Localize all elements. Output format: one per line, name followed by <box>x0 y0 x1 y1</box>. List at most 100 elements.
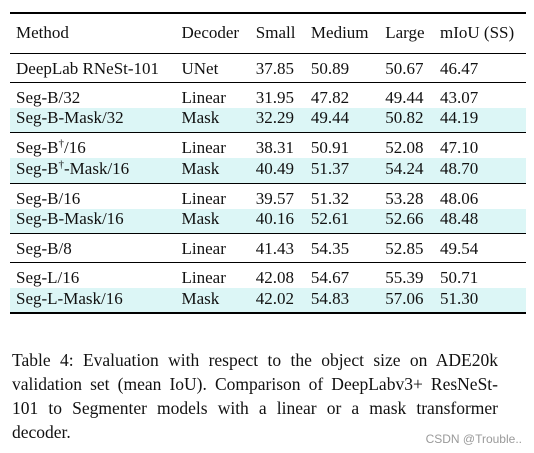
cell-method: Seg-B†-Mask/16 <box>10 158 176 183</box>
cell-method: Seg-L-Mask/16 <box>10 288 176 313</box>
header-medium: Medium <box>310 23 369 43</box>
cell-decoder: Linear <box>181 268 226 287</box>
method-suffix: /16 <box>64 138 86 157</box>
method-name: Seg-B/8 <box>16 239 72 258</box>
cell-miou: 43.07 <box>440 87 479 107</box>
table-row: Seg-B/8 Linear 41.43 54.35 52.85 49.54 <box>10 234 526 263</box>
header-method: Method <box>16 23 69 43</box>
cell-decoder: Mask <box>181 288 220 308</box>
cell-miou: 50.71 <box>440 268 479 287</box>
cell-medium: 50.91 <box>310 138 350 157</box>
cell-large: 53.28 <box>385 188 424 208</box>
method-name: Seg-B <box>16 138 59 157</box>
table-group: Seg-B/16 Linear 39.57 51.32 53.28 48.06 Seg-B-… <box>10 183 526 234</box>
header-small: Small <box>255 23 296 43</box>
table-row: Seg-L-Mask/16 Mask 42.02 54.83 57.06 51.30 <box>10 288 526 313</box>
cell-medium: 51.32 <box>310 188 350 208</box>
cell-medium: 54.67 <box>310 268 350 287</box>
table-group: DeepLab RNeSt-101 UNet 37.85 50.89 50.67 46.4… <box>10 53 526 82</box>
cell-small: 39.57 <box>255 188 295 208</box>
header-large: Large <box>385 23 425 43</box>
cell-decoder: Mask <box>181 209 220 229</box>
cell-method: Seg-B/8 <box>10 234 176 263</box>
cell-decoder: Linear <box>181 239 226 258</box>
results-table-container: Method Decoder Small Medium Large mIoU (… <box>10 12 526 314</box>
cell-method: Seg-B/32 <box>10 82 176 108</box>
table-row: Seg-B†/16 Linear 38.31 50.91 52.08 47.10 <box>10 133 526 159</box>
table-row: DeepLab RNeSt-101 UNet 37.85 50.89 50.67 46.4… <box>10 53 526 82</box>
cell-medium: 50.89 <box>310 58 350 78</box>
cell-decoder: Linear <box>181 138 226 157</box>
cell-medium: 47.82 <box>310 87 350 107</box>
table-caption: Table 4: Evaluation with respect to the … <box>12 350 498 442</box>
cell-small: 42.08 <box>255 268 295 287</box>
cell-small: 40.49 <box>255 158 295 178</box>
cell-large: 52.85 <box>385 239 424 258</box>
method-name: Seg-B <box>16 158 59 178</box>
table-row: Seg-B-Mask/32 Mask 32.29 49.44 50.82 44.19 <box>10 107 526 133</box>
cell-decoder: Linear <box>181 87 226 107</box>
cell-decoder: Linear <box>181 188 226 208</box>
cell-large: 54.24 <box>385 158 424 178</box>
cell-small: 37.85 <box>255 58 295 78</box>
cell-miou: 49.54 <box>440 239 479 258</box>
table-group: Seg-B/8 Linear 41.43 54.35 52.85 49.54 <box>10 234 526 263</box>
dagger-mark: † <box>58 158 65 171</box>
cell-method: Seg-L/16 <box>10 263 176 289</box>
header-decoder: Decoder <box>181 23 240 43</box>
cell-large: 52.08 <box>385 138 424 157</box>
method-name: Seg-L-Mask/16 <box>16 288 123 308</box>
cell-small: 42.02 <box>255 288 295 308</box>
cell-small: 41.43 <box>255 239 295 258</box>
cell-miou: 51.30 <box>440 288 479 308</box>
cell-medium: 54.35 <box>310 239 350 258</box>
table-header: Method Decoder Small Medium Large mIoU (… <box>10 13 526 53</box>
cell-large: 50.82 <box>385 108 424 128</box>
cell-large: 49.44 <box>385 87 424 107</box>
cell-method: DeepLab RNeSt-101 <box>10 53 176 82</box>
cell-medium: 49.44 <box>310 108 350 128</box>
method-suffix: -Mask/16 <box>64 158 130 178</box>
table-group: Seg-L/16 Linear 42.08 54.67 55.39 50.71 Seg-L-… <box>10 263 526 313</box>
cell-miou: 46.47 <box>440 58 479 78</box>
cell-method: Seg-B†/16 <box>10 133 176 159</box>
method-name: DeepLab RNeSt-101 <box>16 58 160 78</box>
cell-large: 50.67 <box>385 58 424 78</box>
cell-miou: 44.19 <box>440 108 479 128</box>
method-name: Seg-B/32 <box>16 87 81 107</box>
watermark: CSDN @Trouble.. <box>425 432 522 446</box>
cell-decoder: Mask <box>181 158 220 178</box>
cell-small: 38.31 <box>255 138 295 157</box>
table-row: Seg-B†-Mask/16 Mask 40.49 51.37 54.24 48.70 <box>10 158 526 183</box>
cell-large: 55.39 <box>385 268 424 287</box>
cell-large: 57.06 <box>385 288 424 308</box>
table-group: Seg-B/32 Linear 31.95 47.82 49.44 43.07 Seg-B-… <box>10 82 526 133</box>
method-name: Seg-B-Mask/32 <box>16 108 124 128</box>
table-row: Seg-B-Mask/16 Mask 40.16 52.61 52.66 48.48 <box>10 208 526 234</box>
method-name: Seg-L/16 <box>16 268 80 287</box>
cell-miou: 48.70 <box>440 158 479 178</box>
header-miou: mIoU (SS) <box>440 23 515 43</box>
cell-small: 40.16 <box>255 209 295 229</box>
cell-miou: 48.06 <box>440 188 479 208</box>
cell-medium: 54.83 <box>310 288 350 308</box>
cell-medium: 51.37 <box>310 158 350 178</box>
cell-small: 32.29 <box>255 108 295 128</box>
method-name: Seg-B-Mask/16 <box>16 209 124 229</box>
cell-decoder: UNet <box>181 58 219 78</box>
cell-method: Seg-B/16 <box>10 183 176 209</box>
cell-large: 52.66 <box>385 209 424 229</box>
cell-method: Seg-B-Mask/32 <box>10 108 176 133</box>
results-table: Method Decoder Small Medium Large mIoU (… <box>10 12 526 314</box>
header-row: Method Decoder Small Medium Large mIoU (… <box>10 13 526 53</box>
cell-medium: 52.61 <box>310 209 350 229</box>
table-row: Seg-L/16 Linear 42.08 54.67 55.39 50.71 <box>10 263 526 289</box>
table-group: Seg-B†/16 Linear 38.31 50.91 52.08 47.10 Seg-B… <box>10 133 526 183</box>
cell-miou: 48.48 <box>440 209 479 229</box>
cell-miou: 47.10 <box>440 138 479 157</box>
cell-decoder: Mask <box>181 108 220 128</box>
cell-method: Seg-B-Mask/16 <box>10 209 176 234</box>
dagger-mark: † <box>58 137 65 150</box>
table-row: Seg-B/32 Linear 31.95 47.82 49.44 43.07 <box>10 82 526 108</box>
cell-small: 31.95 <box>255 87 295 107</box>
